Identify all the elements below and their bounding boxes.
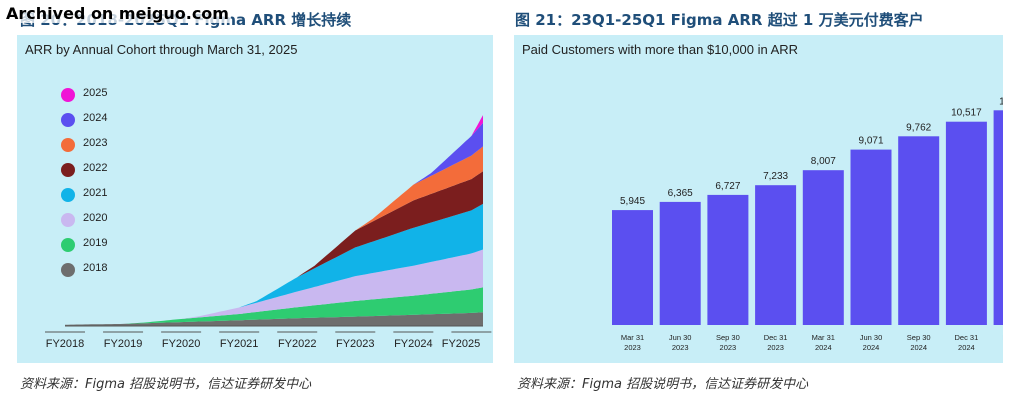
- bar-value-label: 8,007: [811, 156, 836, 167]
- area-x-tick-label: FY2020: [162, 338, 201, 350]
- legend-label: 2020: [83, 212, 108, 224]
- bar-category-year: 2023: [720, 343, 737, 352]
- bar-value-label: 9,762: [906, 122, 931, 133]
- bar-category-label: Dec 31: [764, 333, 788, 342]
- area-x-tick-label: FY2024: [394, 338, 433, 350]
- legend-swatch: [61, 263, 75, 277]
- area-chart-svg: FY2018 FY2019 FY2020 FY2021 FY2022 FY2023 FY20…: [45, 115, 492, 350]
- watermark: Archived on meiguo.com: [4, 4, 231, 23]
- bar-category-year: 2023: [672, 343, 689, 352]
- area-x-tick-label: FY2018: [46, 338, 85, 350]
- legend-label: 2024: [83, 112, 108, 124]
- legend-label: 2018: [83, 262, 108, 274]
- bar-category-year: 2023: [767, 343, 784, 352]
- area-series-2018: [65, 312, 483, 326]
- bar-chart-title: Paid Customers with more than $10,000 in…: [522, 42, 799, 57]
- area-x-tick-label: FY2019: [104, 338, 143, 350]
- bar-value-label: 9,071: [858, 136, 883, 147]
- bar-category-label: Sep 30: [907, 333, 931, 342]
- bar-category-label: Jun 30: [860, 333, 883, 342]
- bar-value-label: 10,517: [951, 108, 982, 119]
- bar-chart-panel: 5,945 Mar 31 2023 6,365 Jun 30 2023 6,727 Sep 3…: [514, 35, 1003, 363]
- bar-value-label: 6,727: [715, 181, 740, 192]
- area-x-tick-label: FY2021: [220, 338, 259, 350]
- bar-category-year: 2024: [910, 343, 927, 352]
- bar-value-label: 5,945: [620, 196, 645, 207]
- legend-label: 2023: [83, 137, 108, 149]
- legend-label: 2019: [83, 237, 108, 249]
- bar-1: [659, 201, 701, 325]
- area-series-2021: [65, 203, 483, 325]
- bar-2: [707, 194, 749, 325]
- bar-category-year: 2023: [624, 343, 641, 352]
- bar-8: [993, 110, 1003, 325]
- area-x-tick-label: FY2025: [442, 338, 481, 350]
- area-x-tick-label: FY2022: [278, 338, 317, 350]
- legend-label: 2022: [83, 162, 108, 174]
- bar-category-label: Mar 31: [1002, 333, 1003, 342]
- bar-3: [755, 185, 797, 325]
- bar-value-label: 7,233: [763, 171, 788, 182]
- bar-value-label: 6,365: [668, 188, 693, 199]
- area-x-tick-label: FY2023: [336, 338, 375, 350]
- figure-21-source: 资料来源：Figma 招股说明书，信达证券研发中心: [517, 377, 809, 392]
- legend-swatch: [61, 113, 75, 127]
- figure-20-source: 资料来源：Figma 招股说明书，信达证券研发中心: [20, 377, 312, 392]
- bar-0: [612, 210, 653, 325]
- area-chart-panel: FY2018 FY2019 FY2020 FY2021 FY2022 FY2023 FY20…: [17, 35, 493, 363]
- legend-swatch: [61, 163, 75, 177]
- bar-7: [945, 121, 987, 325]
- legend-swatch: [61, 188, 75, 202]
- bar-category-label: Dec 31: [955, 333, 979, 342]
- area-series-2020: [65, 249, 483, 325]
- figure-21-caption: 图 21：23Q1-25Q1 Figma ARR 超过 1 万美元付费客户: [515, 11, 924, 29]
- bar-category-label: Mar 31: [812, 333, 835, 342]
- bar-4: [802, 170, 844, 325]
- bar-category-year: 2024: [863, 343, 880, 352]
- area-series-2019: [65, 287, 483, 325]
- area-chart-title: ARR by Annual Cohort through March 31, 2…: [25, 42, 298, 57]
- legend-swatch: [61, 88, 75, 102]
- bar-value-label: 11,107: [999, 96, 1003, 107]
- legend-swatch: [61, 213, 75, 227]
- legend-swatch: [61, 138, 75, 152]
- legend-label: 2021: [83, 187, 108, 199]
- legend-label: 2025: [83, 87, 108, 99]
- bar-category-label: Sep 30: [716, 333, 740, 342]
- bar-category-year: 2024: [815, 343, 832, 352]
- bar-6: [898, 136, 940, 325]
- bar-category-label: Mar 31: [621, 333, 644, 342]
- legend-swatch: [61, 238, 75, 252]
- bar-5: [850, 149, 892, 325]
- bar-category-year: 2024: [958, 343, 975, 352]
- bar-category-label: Jun 30: [669, 333, 692, 342]
